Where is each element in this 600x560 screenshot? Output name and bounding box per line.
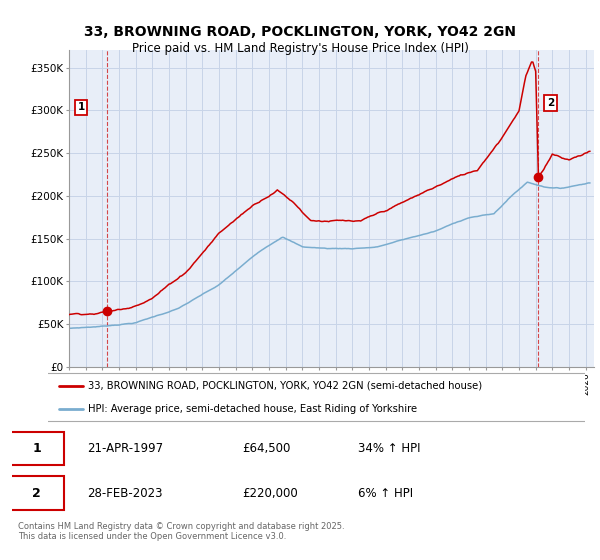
Text: 2: 2 (32, 487, 41, 500)
Text: 1: 1 (77, 102, 85, 112)
Text: 6% ↑ HPI: 6% ↑ HPI (358, 487, 413, 500)
Text: 21-APR-1997: 21-APR-1997 (87, 442, 163, 455)
Text: Price paid vs. HM Land Registry's House Price Index (HPI): Price paid vs. HM Land Registry's House … (131, 42, 469, 55)
Text: 28-FEB-2023: 28-FEB-2023 (87, 487, 163, 500)
Text: Contains HM Land Registry data © Crown copyright and database right 2025.
This d: Contains HM Land Registry data © Crown c… (18, 522, 344, 542)
Text: 1: 1 (32, 442, 41, 455)
FancyBboxPatch shape (9, 432, 64, 465)
Text: £64,500: £64,500 (242, 442, 291, 455)
FancyBboxPatch shape (9, 477, 64, 510)
Text: 33, BROWNING ROAD, POCKLINGTON, YORK, YO42 2GN: 33, BROWNING ROAD, POCKLINGTON, YORK, YO… (84, 25, 516, 39)
Text: 2: 2 (547, 98, 554, 108)
FancyBboxPatch shape (46, 373, 587, 421)
Text: £220,000: £220,000 (242, 487, 298, 500)
Text: 33, BROWNING ROAD, POCKLINGTON, YORK, YO42 2GN (semi-detached house): 33, BROWNING ROAD, POCKLINGTON, YORK, YO… (88, 381, 482, 391)
Text: 34% ↑ HPI: 34% ↑ HPI (358, 442, 420, 455)
Text: HPI: Average price, semi-detached house, East Riding of Yorkshire: HPI: Average price, semi-detached house,… (88, 404, 418, 414)
